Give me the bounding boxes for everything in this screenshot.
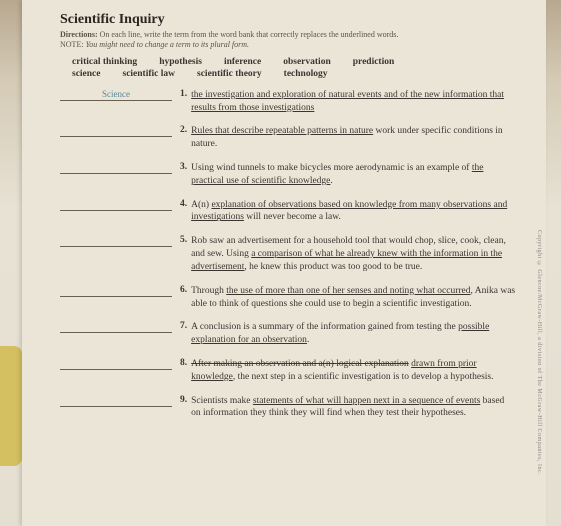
text-pre: Using wind tunnels to make bicycles more…: [191, 163, 472, 173]
question-item: 2. Rules that describe repeatable patter…: [60, 125, 516, 151]
wordbank-term: observation: [283, 57, 331, 67]
directions-text: On each line, write the term from the wo…: [100, 30, 399, 39]
item-number: 4.: [180, 199, 187, 209]
item-number: 7.: [180, 321, 187, 331]
answer-blank[interactable]: [60, 404, 172, 407]
text-tail: , the next step in a scientific investig…: [233, 372, 494, 382]
directions-label: Directions:: [60, 30, 98, 39]
questions-list: Science 1. the investigation and explora…: [60, 89, 516, 420]
wordbank-term: technology: [284, 69, 328, 79]
item-number: 9.: [180, 395, 187, 405]
text-tail: .: [330, 176, 332, 186]
underlined-strike: logical explanation: [336, 359, 409, 369]
item-text: Rob saw an advertisement for a household…: [191, 235, 516, 273]
item-text: Using wind tunnels to make bicycles more…: [191, 162, 516, 188]
item-number: 1.: [180, 89, 187, 99]
worksheet-page: Scientific Inquiry Directions: On each l…: [22, 0, 546, 526]
answer-blank[interactable]: Science: [60, 89, 172, 101]
page-title: Scientific Inquiry: [60, 12, 516, 28]
underlined: Rules that describe repeatable patterns …: [191, 126, 373, 136]
text-tail: will never become a law.: [244, 212, 341, 222]
item-number: 3.: [180, 162, 187, 172]
wordbank-term: inference: [224, 57, 261, 67]
answer-blank[interactable]: [60, 367, 172, 370]
item-number: 6.: [180, 285, 187, 295]
item-text: After making an observation and a(n) log…: [191, 358, 516, 384]
underlined: the investigation and exploration of nat…: [191, 90, 504, 113]
underlined: the use of more than one of her senses a…: [226, 286, 470, 296]
answer-blank[interactable]: [60, 294, 172, 297]
text-tail: .: [307, 335, 309, 345]
answer-blank[interactable]: [60, 134, 172, 137]
copyright-text: Copyright © Glencoe/McGraw-Hill, a divis…: [536, 230, 542, 475]
item-text: the investigation and exploration of nat…: [191, 89, 516, 115]
question-item: 4. A(n) explanation of observations base…: [60, 199, 516, 225]
wordbank-row: critical thinking hypothesis inference o…: [60, 57, 516, 67]
text-tail: , he knew this product was too good to b…: [244, 262, 422, 272]
question-item: Science 1. the investigation and explora…: [60, 89, 516, 115]
answer-blank[interactable]: [60, 330, 172, 333]
wordbank-row: science scientific law scientific theory…: [60, 69, 516, 79]
note-text: You might need to change a term to its p…: [86, 40, 249, 49]
wordbank-term: scientific theory: [197, 69, 262, 79]
answer-blank[interactable]: [60, 171, 172, 174]
wordbank-term: scientific law: [123, 69, 176, 79]
underlined: explanation of observations based on kno…: [191, 200, 507, 223]
question-item: 7. A conclusion is a summary of the info…: [60, 321, 516, 347]
wordbank-term: critical thinking: [72, 57, 137, 67]
item-text: Rules that describe repeatable patterns …: [191, 125, 516, 151]
page-edge-decor: [0, 346, 22, 466]
question-item: 3. Using wind tunnels to make bicycles m…: [60, 162, 516, 188]
item-number: 8.: [180, 358, 187, 368]
text-pre: A conclusion is a summary of the informa…: [191, 322, 458, 332]
text-pre: Scientists make: [191, 396, 253, 406]
text-pre: Through: [191, 286, 226, 296]
directions: Directions: On each line, write the term…: [60, 30, 516, 51]
underlined: statements of what will happen next in a…: [253, 396, 480, 406]
question-item: 9. Scientists make statements of what wi…: [60, 395, 516, 421]
item-text: Through the use of more than one of her …: [191, 285, 516, 311]
item-text: Scientists make statements of what will …: [191, 395, 516, 421]
item-number: 2.: [180, 125, 187, 135]
question-item: 8. After making an observation and a(n) …: [60, 358, 516, 384]
answer-blank[interactable]: [60, 244, 172, 247]
question-item: 6. Through the use of more than one of h…: [60, 285, 516, 311]
item-text: A conclusion is a summary of the informa…: [191, 321, 516, 347]
word-bank: critical thinking hypothesis inference o…: [60, 57, 516, 79]
item-number: 5.: [180, 235, 187, 245]
note-label: NOTE:: [60, 40, 84, 49]
text-pre: A(n): [191, 200, 211, 210]
wordbank-term: prediction: [353, 57, 395, 67]
wordbank-term: hypothesis: [159, 57, 202, 67]
item-text: A(n) explanation of observations based o…: [191, 199, 516, 225]
question-item: 5. Rob saw an advertisement for a househ…: [60, 235, 516, 273]
text-strike: After making an observation and a(n): [191, 359, 336, 369]
answer-blank[interactable]: [60, 208, 172, 211]
wordbank-term: science: [72, 69, 101, 79]
